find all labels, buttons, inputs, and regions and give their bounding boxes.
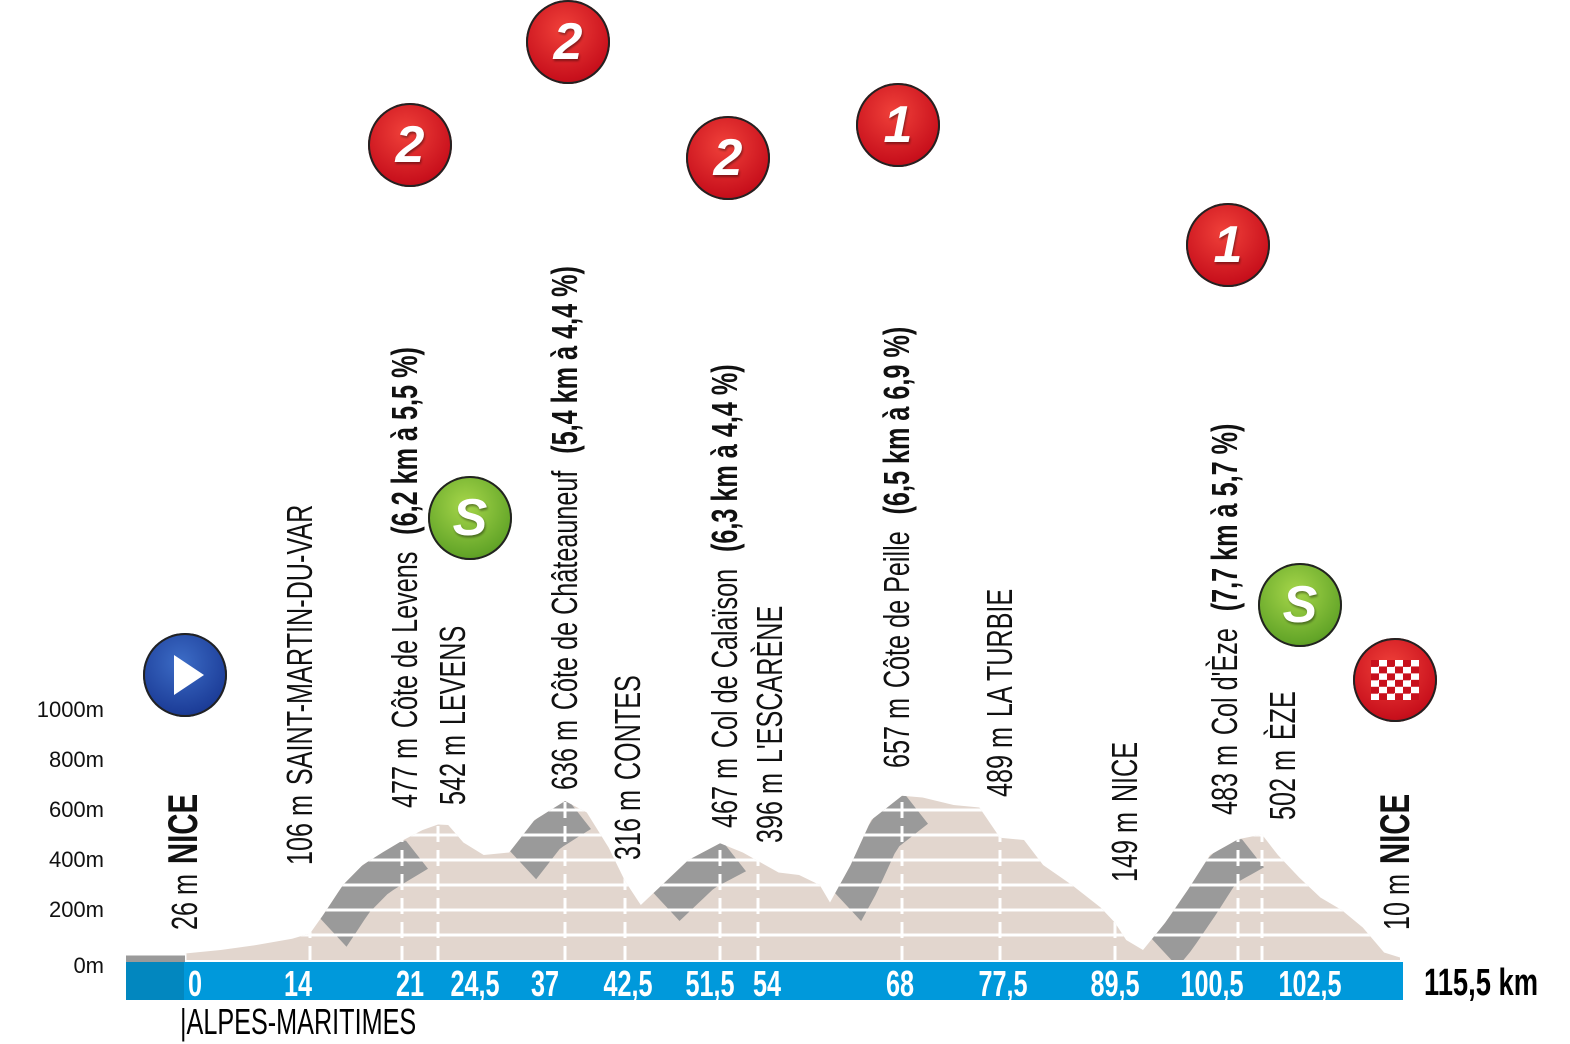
pre-start-segment bbox=[126, 962, 184, 1000]
climb-stats: (5,4 km à 4,4 %) bbox=[544, 266, 585, 454]
point-label: 502 m ÈZE bbox=[1262, 691, 1303, 820]
km-tick-label: 102,5 bbox=[1278, 963, 1342, 1004]
kom-category-badge: 1 bbox=[856, 83, 940, 167]
point-label: 542 m LEVENS bbox=[432, 625, 473, 805]
altitude: 636 m bbox=[544, 719, 585, 790]
y-tick-label: 400m bbox=[48, 847, 104, 872]
place-name: NICE bbox=[1104, 741, 1145, 803]
km-tick-label: 42,5 bbox=[603, 963, 653, 1004]
place-name: NICE bbox=[1371, 793, 1418, 865]
climb-stats: (6,5 km à 6,9 %) bbox=[876, 326, 917, 515]
place-name: LA TURBIE bbox=[979, 588, 1020, 718]
altitude: 396 m bbox=[749, 772, 790, 843]
place-name: Côte de Châteauneuf bbox=[544, 470, 585, 711]
climb-face-3 bbox=[835, 795, 928, 922]
badge-label: S bbox=[452, 489, 488, 547]
point-label: 657 m Côte de Peille (6,5 km à 6,9 %) bbox=[876, 326, 917, 768]
point-label: 477 m Côte de Levens (6,2 km à 5,5 %) bbox=[384, 347, 425, 808]
badge-label: 2 bbox=[713, 129, 743, 187]
y-tick-label: 1000m bbox=[36, 697, 104, 722]
place-name: SAINT-MARTIN-DU-VAR bbox=[279, 504, 320, 786]
km-tick-label: 51,5 bbox=[685, 963, 735, 1004]
place-name: L'ESCARÈNE bbox=[749, 605, 790, 764]
kom-category-badge: 2 bbox=[526, 0, 610, 84]
start-flag-icon bbox=[143, 633, 227, 717]
altitude: 489 m bbox=[979, 726, 1020, 797]
climb-stats: (6,3 km à 4,4 %) bbox=[704, 364, 745, 553]
point-label: 636 m Côte de Châteauneuf (5,4 km à 4,4 %) bbox=[544, 266, 585, 790]
km-tick-label: 14 bbox=[283, 963, 313, 1004]
climb-face-2 bbox=[653, 843, 746, 921]
place-name: CONTES bbox=[607, 675, 648, 781]
place-name: Côte de Levens bbox=[384, 551, 425, 729]
altitude: 149 m bbox=[1104, 811, 1145, 882]
altitude: 542 m bbox=[432, 734, 473, 805]
altitude: 467 m bbox=[704, 757, 745, 828]
km-tick-label: 37 bbox=[530, 963, 560, 1004]
place-name: Col de Calaïson bbox=[704, 568, 745, 749]
climb-stats: (7,7 km à 5,7 %) bbox=[1204, 423, 1245, 612]
point-label: 10 m NICE bbox=[1371, 794, 1418, 930]
point-label: 26 m NICE bbox=[159, 794, 206, 930]
sprint-badge: S bbox=[1258, 563, 1342, 647]
point-label: 106 m SAINT-MARTIN-DU-VAR bbox=[279, 504, 320, 865]
point-label: 396 m L'ESCARÈNE bbox=[749, 605, 790, 843]
place-name: Col d'Èze bbox=[1204, 628, 1245, 736]
point-label: 483 m Col d'Èze (7,7 km à 5,7 %) bbox=[1204, 423, 1245, 815]
terrain-area bbox=[185, 795, 1400, 960]
altitude: 316 m bbox=[607, 789, 648, 860]
km-tick-label: 21 bbox=[395, 963, 425, 1004]
total-distance: 115,5 km bbox=[1424, 962, 1539, 1004]
finish-checkered-flag-icon bbox=[1353, 638, 1437, 722]
distance-bar bbox=[126, 962, 1403, 1000]
altitude: 477 m bbox=[384, 737, 425, 808]
km-tick-label: 68 bbox=[885, 963, 915, 1004]
km-tick-label: 89,5 bbox=[1090, 963, 1140, 1004]
badge-label: 2 bbox=[553, 13, 583, 71]
badge-label: 1 bbox=[1213, 216, 1243, 274]
point-label: 467 m Col de Calaïson (6,3 km à 4,4 %) bbox=[704, 364, 745, 828]
sprint-badge: S bbox=[428, 476, 512, 560]
km-tick-label: 54 bbox=[752, 963, 782, 1004]
altitude: 26 m bbox=[164, 873, 205, 930]
y-tick-label: 800m bbox=[48, 747, 104, 772]
kom-category-badge: 2 bbox=[368, 103, 452, 187]
kom-category-badge: 1 bbox=[1186, 203, 1270, 287]
point-label: 316 m CONTES bbox=[607, 675, 648, 860]
department-label: |ALPES-MARITIMES bbox=[180, 1001, 417, 1042]
place-name: LEVENS bbox=[432, 625, 473, 726]
km-tick-label: 0 bbox=[187, 963, 203, 1004]
y-tick-label: 600m bbox=[48, 797, 104, 822]
climb-face-0 bbox=[320, 840, 428, 947]
altitude: 106 m bbox=[279, 794, 320, 865]
km-tick-label: 100,5 bbox=[1180, 963, 1244, 1004]
altitude: 657 m bbox=[876, 697, 917, 768]
km-tick-label: 24,5 bbox=[450, 963, 500, 1004]
altitude: 10 m bbox=[1376, 873, 1417, 930]
km-tick-label: 77,5 bbox=[978, 963, 1028, 1004]
kom-category-badge: 2 bbox=[686, 116, 770, 200]
place-name: NICE bbox=[159, 793, 206, 865]
badge-label: 2 bbox=[395, 116, 425, 174]
altitude: 502 m bbox=[1262, 749, 1303, 820]
badge-label: S bbox=[1282, 576, 1318, 634]
y-tick-label: 200m bbox=[48, 897, 104, 922]
altitude: 483 m bbox=[1204, 744, 1245, 815]
place-name: ÈZE bbox=[1262, 691, 1303, 741]
pre-start-terrain bbox=[126, 955, 185, 962]
place-name: Côte de Peille bbox=[876, 531, 917, 689]
point-label: 149 m NICE bbox=[1104, 741, 1145, 882]
point-label: 489 m LA TURBIE bbox=[979, 588, 1020, 797]
climb-stats: (6,2 km à 5,5 %) bbox=[384, 347, 425, 535]
badge-label: 1 bbox=[883, 96, 913, 154]
y-tick-label: 0m bbox=[73, 953, 104, 978]
